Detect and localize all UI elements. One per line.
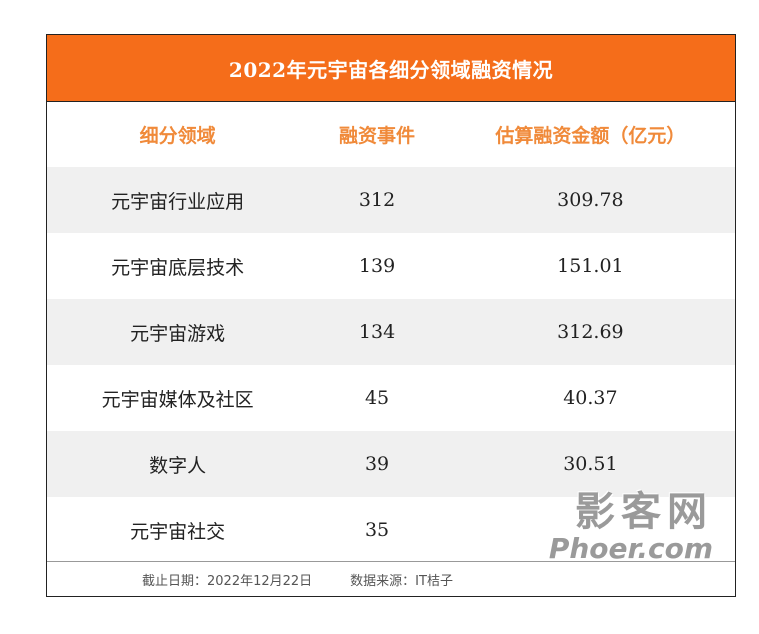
cell-amount: 312.69	[557, 321, 624, 343]
cell-segment: 元宇宙媒体及社区	[101, 388, 254, 411]
cell-events: 39	[364, 453, 390, 475]
cutoff-date-note: 截止日期：2022年12月22日	[142, 573, 313, 589]
cell-amount: 30.51	[563, 453, 618, 475]
table-row: 元宇宙底层技术 139 151.01	[47, 233, 735, 299]
cell-events: 45	[364, 387, 390, 409]
financing-table: 2022年元宇宙各细分领域融资情况 细分领域 融资事件 估算融资金额（亿元） 元…	[46, 34, 736, 597]
data-source-note: 数据来源：IT桔子	[350, 573, 453, 589]
column-header-events: 融资事件	[339, 125, 416, 147]
cell-segment: 元宇宙社交	[130, 520, 226, 543]
cell-events: 312	[358, 189, 396, 211]
cell-events: 35	[364, 519, 390, 541]
watermark-cn: 影客网	[575, 489, 713, 535]
cell-segment: 元宇宙底层技术	[111, 256, 245, 279]
table-title: 2022年元宇宙各细分领域融资情况	[47, 35, 735, 102]
cell-segment: 数字人	[149, 454, 207, 477]
table-row: 元宇宙游戏 134 312.69	[47, 299, 735, 365]
table-row: 元宇宙媒体及社区 45 40.37	[47, 365, 735, 431]
table-footer: 截止日期：2022年12月22日 数据来源：IT桔子	[47, 561, 735, 596]
column-header-segment: 细分领域	[139, 125, 216, 147]
cell-segment: 元宇宙行业应用	[111, 190, 245, 213]
table-header-row: 细分领域 融资事件 估算融资金额（亿元）	[47, 102, 735, 167]
cell-amount: 309.78	[557, 189, 624, 211]
table-row: 元宇宙行业应用 312 309.78	[47, 167, 735, 233]
cell-segment: 元宇宙游戏	[130, 322, 226, 345]
table-row: 数字人 39 30.51	[47, 431, 735, 497]
cell-amount: 40.37	[563, 387, 618, 409]
cell-events: 134	[358, 321, 396, 343]
watermark-logo: 影客网 Phoer.com	[543, 490, 713, 564]
cell-events: 139	[358, 255, 396, 277]
watermark-en: Phoer.com	[548, 532, 713, 565]
cell-amount: 151.01	[557, 255, 624, 277]
table-row: 元宇宙社交 35	[47, 497, 735, 563]
column-header-amount: 估算融资金额（亿元）	[495, 125, 686, 147]
